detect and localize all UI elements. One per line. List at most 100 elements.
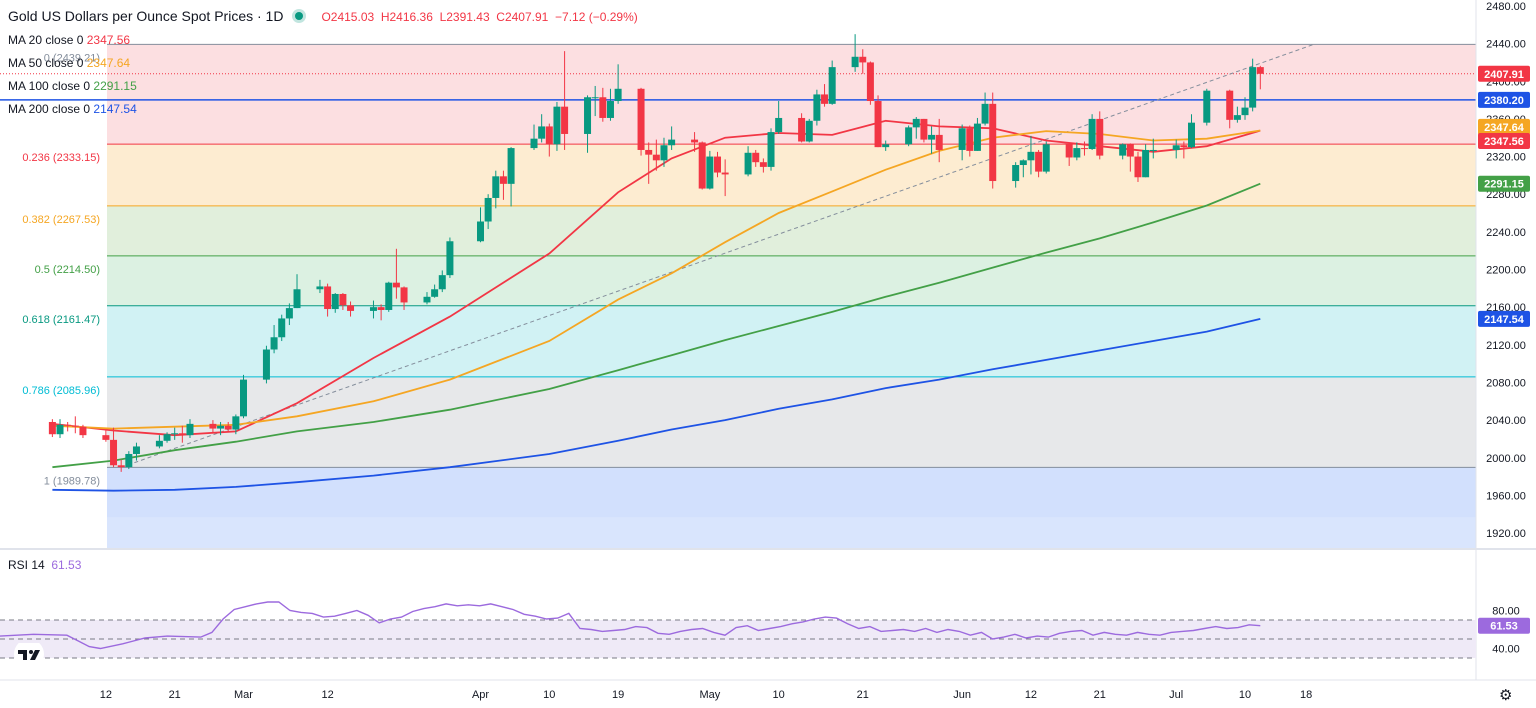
fib-label-0.786: 0.786 (2085.96) [22,385,100,397]
candle [714,151,721,178]
candle [1119,143,1127,160]
instrument-title[interactable]: Gold US Dollars per Ounce Spot Prices · … [8,8,284,24]
candle [721,159,729,197]
legend-ma100[interactable]: MA 100 close 0 2291.15 [8,79,137,93]
y-tick-label: 1920.00 [1486,528,1526,540]
candle-body [935,134,943,150]
candle [973,117,981,151]
candle-body [423,296,431,303]
candle [989,92,997,189]
candle [981,92,989,126]
candle-body [851,56,859,68]
candle [1035,149,1043,178]
candle-body [125,453,133,468]
candle [1042,141,1050,174]
candle [744,146,752,177]
candle-body [637,88,645,150]
candle [316,279,324,294]
candle-body [1126,144,1134,157]
candle [224,421,232,433]
price-badge [1478,175,1530,192]
candle [477,207,484,243]
candle [446,237,454,278]
candle [866,61,874,105]
candle [912,117,920,139]
x-tick-label: 10 [773,689,785,701]
price-badge-label: 2147.54 [1484,314,1525,326]
candle-body [744,152,752,175]
candle-body [1142,149,1150,178]
price-badge-label: 2347.56 [1484,136,1524,148]
candle [1149,138,1157,159]
legend-ma200[interactable]: MA 200 close 0 2147.54 [8,102,137,116]
rsi-line [0,601,1261,650]
candle-body [859,56,867,63]
fib-zone-0.382 [107,205,1476,256]
price-badge [1478,65,1530,82]
candle [102,429,110,442]
fib-label-0.382: 0.382 (2267.53) [22,214,100,226]
x-tick-label: Apr [472,689,489,701]
price-badge-label: 2291.15 [1484,179,1524,191]
legend-ma20[interactable]: MA 20 close 0 2347.56 [8,33,131,47]
candle-body [331,293,339,310]
candle-body [400,287,408,303]
fib-zone-extension [107,467,1476,518]
candle [270,325,278,354]
rsi-y-tick-label: 80.00 [1492,606,1520,618]
candle-body [1080,148,1088,150]
candle-body [805,120,813,142]
y-tick-label: 2280.00 [1486,189,1526,201]
ma100-line [52,182,1261,469]
x-tick-label: 10 [543,689,555,701]
candle [369,300,377,319]
x-tick-label: 12 [1025,689,1037,701]
candle-body [1019,160,1027,166]
candle [813,89,821,126]
x-tick-label: 21 [857,689,869,701]
candle [798,113,806,143]
candle-body [1088,118,1096,150]
candle [385,281,393,312]
candle [339,293,347,310]
candle [698,141,706,190]
candle-body [759,162,767,167]
close-value: C2407.91 [496,10,549,24]
candle [775,101,783,134]
candle-body [1012,165,1020,182]
candle [1096,111,1104,160]
candle [584,95,592,153]
candle [400,286,408,310]
y-tick-label: 2320.00 [1486,152,1526,164]
settings-gear-icon[interactable]: ⚙ [1499,687,1513,704]
candle-body [1233,115,1241,120]
legend-ma50[interactable]: MA 50 close 0 2347.64 [8,56,131,70]
candle-body [981,103,989,124]
candle-body [155,440,163,447]
candle [347,301,355,317]
candle [1233,106,1241,123]
candle-body [958,128,966,150]
candle [331,293,339,313]
candle [240,374,247,419]
candle-body [798,117,806,142]
candle [163,432,171,443]
price-badge [1478,91,1530,108]
tradingview-logo-icon[interactable] [14,643,44,665]
candle-body [591,97,599,99]
candle-body [1226,90,1234,120]
candle [484,194,492,230]
candle-body [446,241,454,276]
candle [599,87,607,122]
candle-body [1188,122,1195,148]
candle [1080,141,1088,156]
rsi-legend[interactable]: RSI 14 61.53 [8,558,82,572]
candle-body [1027,151,1035,161]
candle-body [966,128,974,151]
candle-body [163,434,171,441]
price-badge-label: 2407.91 [1484,69,1524,81]
candle [1241,97,1249,120]
candle-body [484,197,492,222]
candle-body [1149,149,1157,151]
